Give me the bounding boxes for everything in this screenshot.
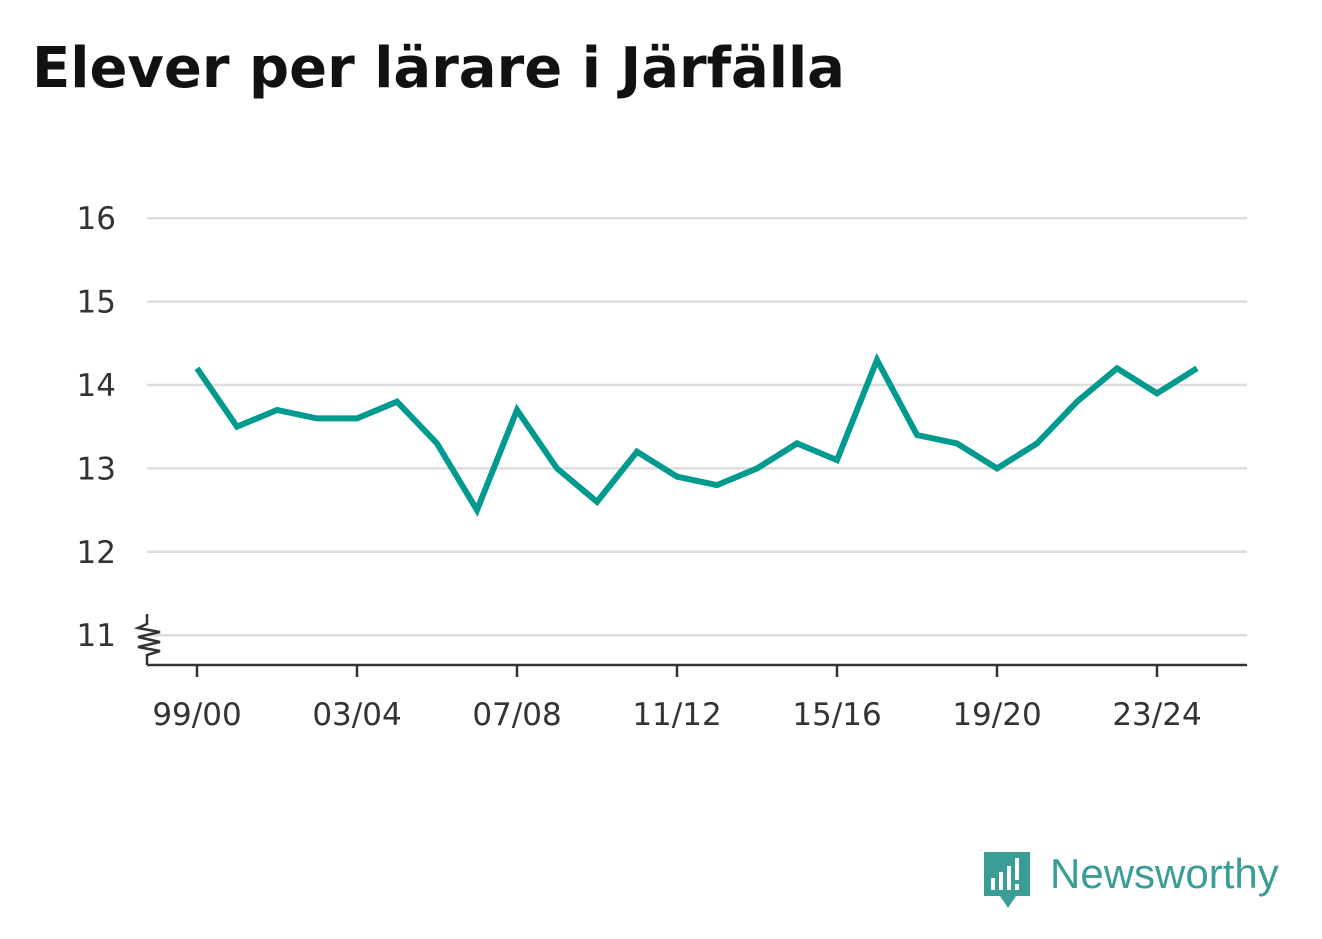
y-axis-tick-labels: 11 12 13 14 15 16 xyxy=(77,201,116,654)
grid-lines xyxy=(147,216,1247,637)
y-tick-label: 15 xyxy=(77,285,116,321)
newsworthy-brand: Newsworthy xyxy=(980,848,1279,912)
y-tick-label: 12 xyxy=(77,535,116,571)
newsworthy-logo-icon xyxy=(984,852,1030,908)
x-tick-label: 19/20 xyxy=(952,697,1041,733)
y-tick-label: 14 xyxy=(77,368,116,404)
x-axis-tick-labels: 99/00 03/04 07/08 11/12 15/16 19/20 23/24 xyxy=(152,665,1202,733)
x-axis xyxy=(133,614,1247,667)
y-tick-label: 13 xyxy=(77,451,116,487)
chart-title: Elever per lärare i Järfälla xyxy=(32,36,845,101)
series-line-0 xyxy=(194,352,1199,517)
y-axis-break-icon xyxy=(133,614,161,665)
x-tick-label: 03/04 xyxy=(312,697,401,733)
x-tick-label: 07/08 xyxy=(472,697,561,733)
brand-name: Newsworthy xyxy=(1050,850,1279,897)
x-tick-label: 15/16 xyxy=(792,697,881,733)
x-tick-label: 99/00 xyxy=(152,697,241,733)
y-tick-label: 11 xyxy=(77,618,116,654)
series-layer xyxy=(194,352,1199,517)
x-tick-label: 23/24 xyxy=(1112,697,1201,733)
y-tick-label: 16 xyxy=(77,201,116,237)
x-tick-label: 11/12 xyxy=(632,697,721,733)
